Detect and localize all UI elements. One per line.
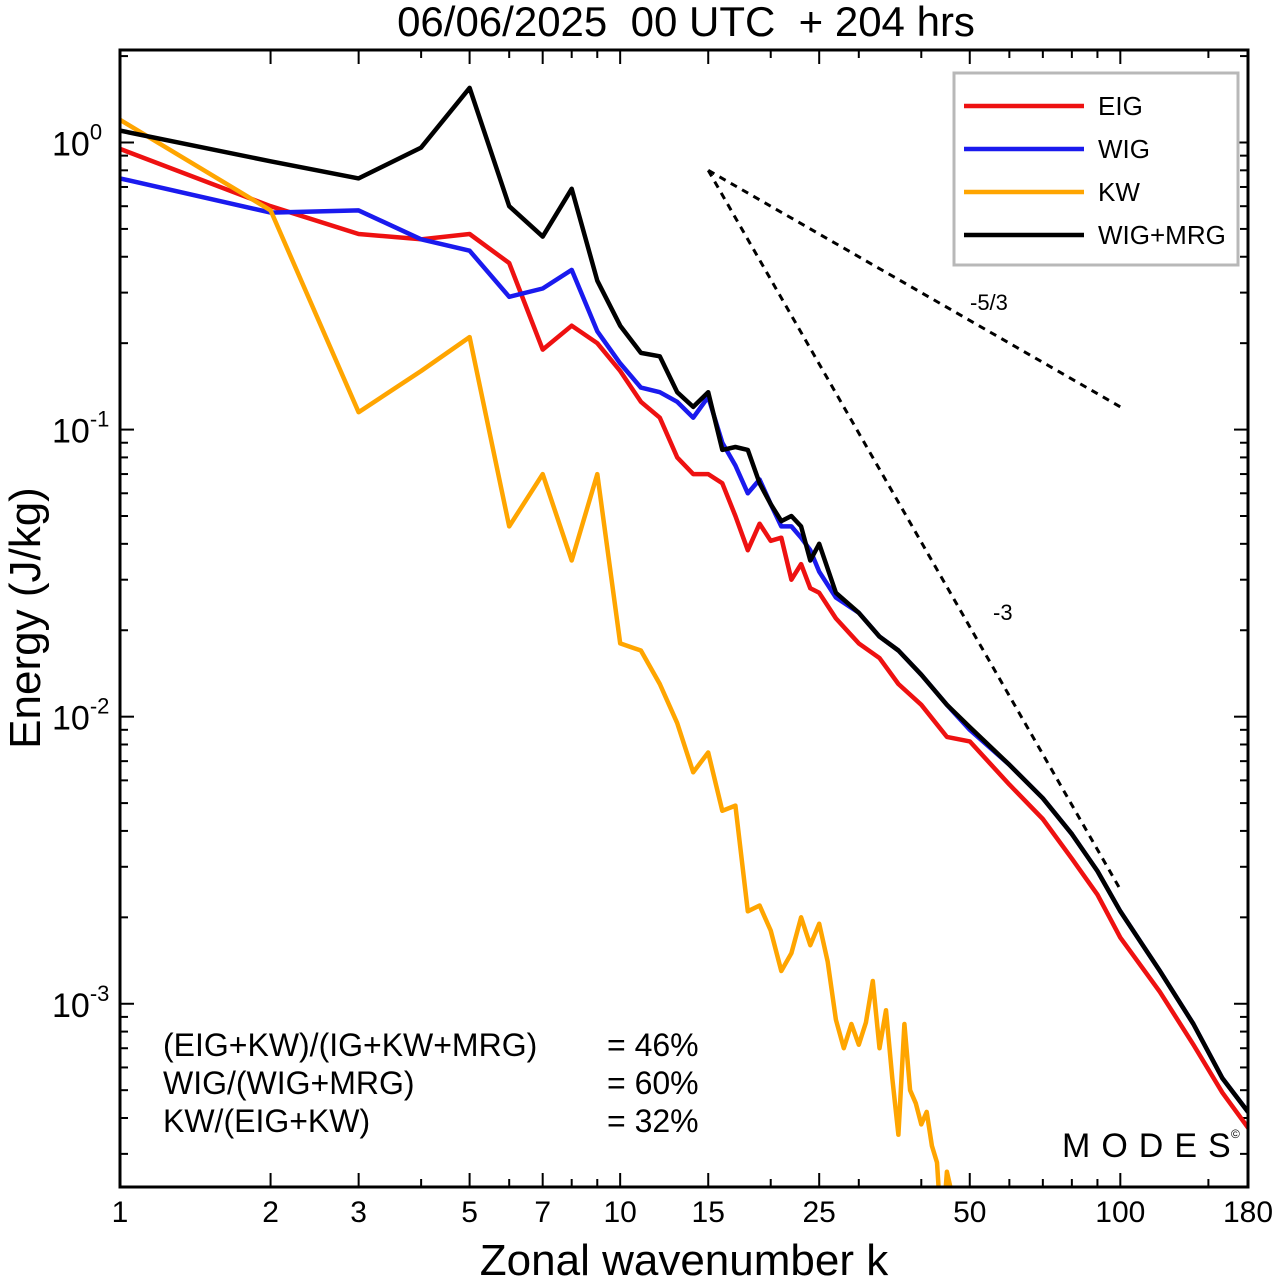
legend-label: KW: [1098, 177, 1140, 207]
watermark-text: MODES: [1062, 1127, 1242, 1165]
x-tick-label: 3: [350, 1196, 367, 1229]
reference-slopes: -5/3 -3: [706, 169, 1122, 891]
x-axis-label: Zonal wavenumber k: [480, 1236, 889, 1281]
y-tick-labels: 100 10-1 10-2 10-3: [52, 120, 109, 1025]
x-tick-label: 180: [1223, 1196, 1273, 1229]
y-tick-label: 100: [52, 120, 102, 164]
reference-slope-line: [707, 169, 1122, 409]
y-tick-label: 10-3: [52, 981, 109, 1025]
chart-title: 06/06/2025 00 UTC + 204 hrs: [397, 0, 975, 45]
legend: EIG WIG KW WIG+MRG: [952, 71, 1240, 267]
annotation-value: = 32%: [607, 1103, 699, 1139]
y-tick-label: 10-2: [52, 694, 109, 738]
x-tick-label: 7: [534, 1196, 551, 1229]
copyright-icon: ©: [1231, 1127, 1240, 1141]
annotation-value: = 60%: [607, 1065, 699, 1101]
x-tick-label: 2: [262, 1196, 279, 1229]
legend-label: EIG: [1098, 91, 1143, 121]
x-tick-label: 15: [692, 1196, 725, 1229]
y-axis-label: Energy (J/kg): [1, 487, 50, 749]
ratio-annotations: (EIG+KW)/(IG+KW+MRG) = 46% WIG/(WIG+MRG) = …: [163, 1027, 699, 1139]
reference-slope-line: [706, 169, 1122, 891]
series-line-wig-mrg: [120, 85, 1248, 1115]
legend-items: EIG WIG KW WIG+MRG: [964, 91, 1226, 250]
slope-label-3: -3: [993, 600, 1013, 625]
annotation-label: KW/(EIG+KW): [163, 1103, 370, 1139]
series-line-eig: [120, 146, 1248, 1130]
annotation-value: = 46%: [607, 1027, 699, 1063]
plot-frame: [118, 48, 1250, 1189]
series-line-wig: [120, 176, 1248, 1115]
slope-label-5-3: -5/3: [970, 290, 1008, 315]
y-tick-label: 10-1: [52, 407, 109, 451]
x-tick-label: 5: [461, 1196, 478, 1229]
series-line-kw: [120, 117, 953, 1187]
x-tick-label: 1: [112, 1196, 129, 1229]
legend-label: WIG+MRG: [1098, 220, 1226, 250]
series-layer: [120, 85, 1248, 1187]
annotation-label: WIG/(WIG+MRG): [163, 1065, 415, 1101]
annotation-label: (EIG+KW)/(IG+KW+MRG): [163, 1027, 537, 1063]
x-tick-label: 10: [603, 1196, 636, 1229]
x-tick-label: 25: [803, 1196, 836, 1229]
legend-label: WIG: [1098, 134, 1150, 164]
modes-watermark: MODES ©: [1062, 1127, 1242, 1165]
x-tick-label: 50: [953, 1196, 986, 1229]
x-tick-labels: 1 2 3 5 7 10 15 25 50 100 180: [112, 1196, 1273, 1229]
x-tick-label: 100: [1095, 1196, 1145, 1229]
